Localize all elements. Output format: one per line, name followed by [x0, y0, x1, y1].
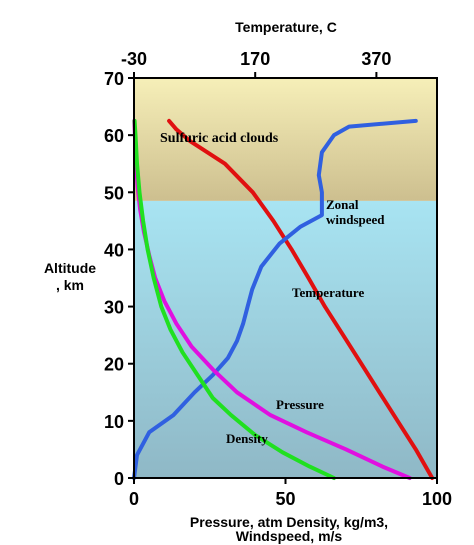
left-tick-label: 50	[104, 183, 124, 203]
left-tick-label: 70	[104, 69, 124, 89]
left-axis-title-line1: Altitude	[44, 260, 96, 276]
tick-marks: 0 10 20 30 40 50 60 70 0 50 100 -30 170 370	[104, 49, 452, 509]
zonal-windspeed-line	[132, 118, 418, 480]
band-cloud-layer	[134, 78, 437, 201]
top-tick-label: 370	[361, 49, 391, 69]
top-tick-label: 170	[240, 49, 270, 69]
annotation-sulfuric-acid-clouds: Sulfuric acid clouds	[160, 131, 279, 146]
left-axis-title-line2: , km	[56, 277, 84, 293]
temperature-line	[167, 118, 435, 480]
annotation-pressure: Pressure	[276, 397, 324, 412]
left-tick-label: 30	[104, 298, 124, 318]
annotation-windspeed: windspeed	[326, 212, 385, 227]
bottom-tick-label: 100	[422, 489, 452, 509]
left-tick-label: 40	[104, 240, 124, 260]
bottom-axis-title-line2: Windspeed, m/s	[236, 528, 343, 544]
bottom-axis-title-line1: Pressure, atm Density, kg/m3,	[190, 514, 388, 530]
density-line	[132, 118, 336, 480]
bottom-tick-label: 0	[129, 489, 139, 509]
annotation-temperature: Temperature	[292, 285, 364, 300]
left-tick-label: 0	[114, 469, 124, 489]
top-axis-title: Temperature, C	[235, 19, 337, 35]
left-tick-label: 20	[104, 355, 124, 375]
top-tick-label: -30	[121, 49, 147, 69]
annotation-zonal: Zonal	[326, 197, 359, 212]
left-tick-label: 10	[104, 412, 124, 432]
left-tick-label: 60	[104, 126, 124, 146]
data-series	[132, 118, 435, 480]
annotation-density: Density	[226, 431, 268, 446]
bottom-tick-label: 50	[275, 489, 295, 509]
